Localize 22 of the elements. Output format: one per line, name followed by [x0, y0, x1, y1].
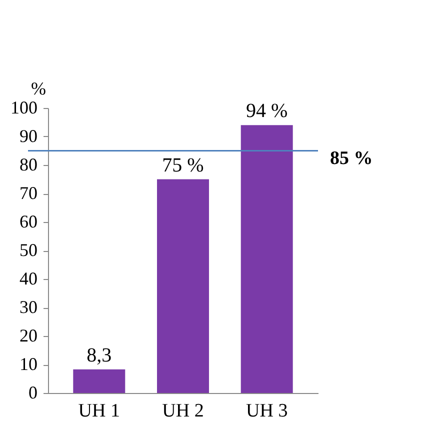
y-tick-label: 10 — [20, 354, 38, 374]
y-tick-label: 40 — [20, 268, 38, 288]
ref-line-label: 85 % — [330, 148, 373, 169]
bar — [157, 179, 209, 393]
data-label: 8,3 — [86, 344, 112, 366]
x-tick-label: UH 3 — [246, 400, 288, 421]
y-tick-label: 30 — [20, 297, 38, 317]
y-tick-label: 70 — [20, 183, 38, 203]
y-tick-label: 60 — [20, 212, 38, 232]
y-tick-label: 20 — [20, 326, 38, 346]
y-tick-label: 90 — [20, 126, 38, 146]
y-tick-label: 80 — [20, 154, 38, 174]
data-label: 75 % — [162, 154, 204, 176]
y-tick-label: 50 — [20, 240, 38, 260]
x-tick-label: UH 2 — [162, 400, 204, 421]
y-tick-label: 100 — [10, 98, 38, 118]
bar — [73, 369, 126, 393]
y-tick-label: 0 — [28, 382, 38, 402]
y-axis-title: % — [31, 78, 46, 98]
x-tick-label: UH 1 — [78, 400, 120, 421]
bar — [240, 125, 293, 393]
data-label: 94 % — [246, 100, 288, 122]
